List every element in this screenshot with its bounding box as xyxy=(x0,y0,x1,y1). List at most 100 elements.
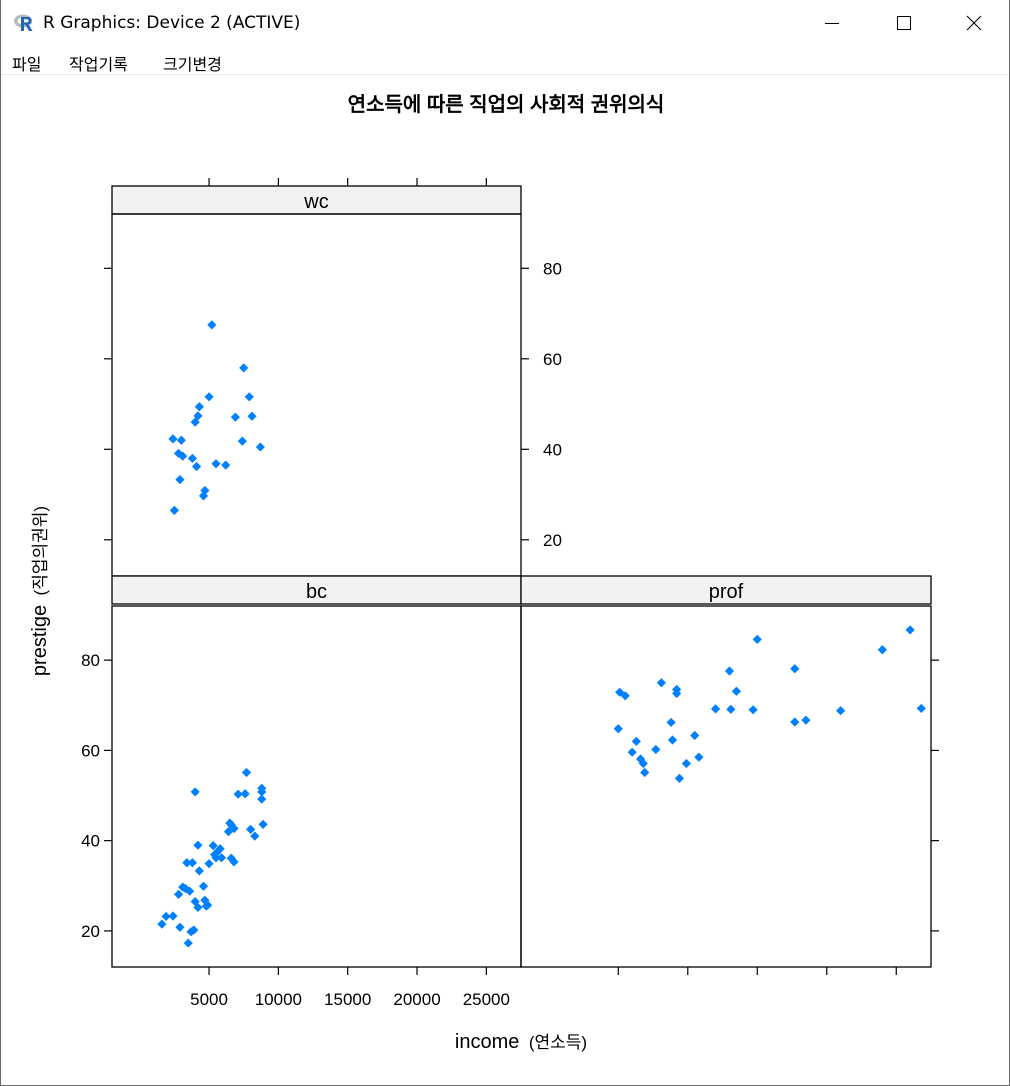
data-point xyxy=(731,686,742,696)
x-tick-label: 5000 xyxy=(190,990,228,1009)
data-point xyxy=(201,901,211,911)
data-point xyxy=(690,730,700,741)
strip-wc xyxy=(111,185,522,215)
data-point xyxy=(877,645,887,655)
x-tick-label: 20000 xyxy=(393,990,440,1009)
data-point xyxy=(168,911,178,921)
data-point xyxy=(193,411,203,421)
data-point xyxy=(638,758,648,769)
data-point xyxy=(221,460,231,470)
maximize-button[interactable] xyxy=(869,0,939,46)
panel-prof: prof xyxy=(520,575,932,968)
data-point xyxy=(724,666,735,676)
data-point xyxy=(237,436,247,446)
data-point xyxy=(208,841,218,851)
data-point xyxy=(258,819,268,830)
data-point xyxy=(241,767,252,778)
panels-layer: wc bc prof xyxy=(111,185,932,968)
y-tick-label: 60 xyxy=(81,741,100,760)
data-point xyxy=(752,634,762,644)
data-point xyxy=(216,853,227,863)
data-point xyxy=(905,625,915,635)
strip-prof xyxy=(520,575,932,605)
data-point xyxy=(169,505,179,515)
data-point xyxy=(229,857,239,867)
y-tick-label: 80 xyxy=(543,259,562,278)
panel-bc: bc xyxy=(111,575,522,968)
axes-layer: 5000 10000 15000 20000 25000 20 20 40 40 60 60 80 80 xyxy=(81,178,939,1009)
menu-resize[interactable]: 크기변경 xyxy=(163,55,222,74)
chart-title: 연소득에 따른 직업의 사회적 권위의식 xyxy=(348,93,665,116)
data-point xyxy=(790,664,800,674)
y-tick-label: 60 xyxy=(543,350,562,369)
data-point xyxy=(257,787,267,797)
panel-frame-wc xyxy=(111,213,522,577)
minimize-button[interactable] xyxy=(797,0,867,46)
data-point xyxy=(244,392,254,402)
data-point xyxy=(168,434,178,444)
data-point xyxy=(651,744,661,755)
x-axis-label-main: income xyxy=(455,1031,519,1053)
data-point xyxy=(257,794,267,804)
data-point xyxy=(239,363,249,373)
data-point xyxy=(211,459,221,469)
data-point xyxy=(185,886,195,896)
data-point xyxy=(193,840,203,850)
data-point xyxy=(790,717,800,727)
y-tick-label: 20 xyxy=(543,531,562,550)
strip-label-bc: bc xyxy=(306,581,327,603)
data-point xyxy=(710,704,721,714)
data-point xyxy=(748,705,758,715)
data-point xyxy=(190,896,200,907)
data-point xyxy=(173,889,184,899)
data-point xyxy=(681,758,691,769)
data-point xyxy=(250,831,260,841)
data-point xyxy=(182,858,192,868)
data-point xyxy=(667,735,678,745)
y-axis-label: prestige (직업의권위) xyxy=(29,506,51,676)
data-point xyxy=(613,724,623,734)
data-point xyxy=(620,691,630,701)
close-icon xyxy=(966,15,982,31)
x-axis-label-sub: (연소득) xyxy=(529,1033,587,1052)
data-point xyxy=(916,703,926,714)
data-point xyxy=(247,411,257,421)
window-title: R Graphics: Device 2 (ACTIVE) xyxy=(43,13,301,33)
y-axis-label-main: prestige xyxy=(29,605,51,676)
data-point xyxy=(198,491,209,501)
y-axis-label-sub: (직업의권위) xyxy=(31,506,50,596)
y-tick-label: 40 xyxy=(543,440,562,459)
close-button[interactable] xyxy=(939,0,1009,46)
panel-wc: wc xyxy=(111,185,522,577)
menu-file[interactable]: 파일 xyxy=(12,55,42,74)
data-point xyxy=(615,687,625,697)
data-point xyxy=(230,412,240,422)
title-bar[interactable]: R Graphics: Device 2 (ACTIVE) xyxy=(1,0,1009,46)
data-point xyxy=(193,902,203,913)
data-point xyxy=(180,883,191,894)
data-point xyxy=(672,684,682,695)
data-point xyxy=(190,417,200,427)
data-point xyxy=(627,747,637,757)
strip-label-wc: wc xyxy=(303,191,328,213)
data-point xyxy=(187,453,198,463)
data-point xyxy=(187,858,198,868)
data-point xyxy=(836,706,846,716)
data-point xyxy=(694,752,704,762)
data-point xyxy=(161,911,171,922)
data-point xyxy=(176,435,186,445)
data-point xyxy=(183,938,193,948)
data-point xyxy=(674,773,685,783)
data-point xyxy=(157,919,167,929)
data-point xyxy=(189,925,199,935)
data-point xyxy=(666,717,676,728)
data-point xyxy=(207,320,217,330)
data-point xyxy=(233,789,243,799)
data-point xyxy=(640,767,650,778)
data-point xyxy=(175,922,185,932)
menu-history[interactable]: 작업기록 xyxy=(69,55,128,74)
r-logo-icon xyxy=(13,12,35,34)
data-point xyxy=(726,704,736,714)
data-point xyxy=(215,844,225,854)
